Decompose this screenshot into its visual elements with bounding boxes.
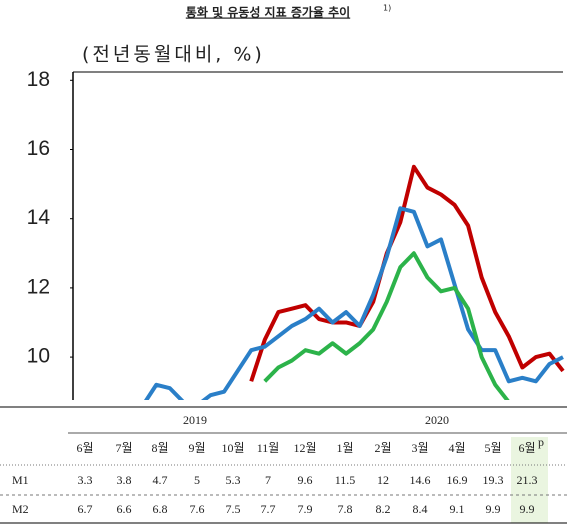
cell-value: 9.6 (298, 473, 313, 487)
cell-value: 11.5 (335, 473, 356, 487)
cell-value: 7 (265, 473, 271, 487)
highlight-column (511, 437, 548, 523)
cell-value: 4.7 (153, 473, 168, 487)
cell-value: 7.8 (338, 502, 353, 516)
month-header: 10월 (221, 441, 244, 455)
cell-value: 12 (377, 473, 389, 487)
cell-value: 9.9 (486, 502, 501, 516)
series-line (249, 164, 565, 382)
year-label: 2020 (425, 413, 449, 427)
y-tick-label: 18 (27, 68, 50, 91)
month-header: 3월 (411, 441, 428, 455)
series-line (144, 206, 564, 400)
cell-value: 5 (194, 473, 200, 487)
cell-value: 6.8 (153, 502, 168, 516)
year-label: 2019 (183, 413, 207, 427)
y-tick-label: 14 (27, 206, 51, 229)
cell-value: 9.9 (520, 502, 535, 516)
cell-value: 16.9 (447, 473, 468, 487)
row-label: M1 (12, 473, 29, 487)
cell-value: 3.3 (78, 473, 93, 487)
month-header: 5월 (484, 441, 501, 455)
row-label: M2 (12, 502, 29, 516)
cell-value: 8.4 (413, 502, 428, 516)
cell-value: 14.6 (410, 473, 431, 487)
cell-value: 7.9 (298, 502, 313, 516)
month-header: 2월 (374, 441, 391, 455)
month-header: 6월 (518, 441, 535, 455)
month-note: p (538, 435, 544, 449)
cell-value: 21.3 (517, 473, 538, 487)
month-header: 4월 (448, 441, 465, 455)
month-header: 7월 (115, 441, 132, 455)
cell-value: 7.5 (226, 502, 241, 516)
subtitle: (전년동월대비, %) (82, 44, 265, 66)
cell-value: 5.3 (226, 473, 241, 487)
month-header: 1월 (336, 441, 353, 455)
y-tick-label: 16 (27, 137, 50, 160)
month-header: 9월 (188, 441, 205, 455)
cell-value: 6.6 (117, 502, 132, 516)
cell-value: 9.1 (450, 502, 465, 516)
chart-title: 통화 및 유동성 지표 증가율 추이 (186, 5, 350, 20)
cell-value: 7.7 (261, 502, 276, 516)
cell-value: 7.6 (190, 502, 205, 516)
series-line (263, 251, 510, 400)
month-header: 11월 (257, 441, 280, 455)
cell-value: 3.8 (117, 473, 132, 487)
title-note: 1) (383, 4, 391, 13)
y-tick-label: 10 (27, 345, 50, 368)
month-header: 12월 (293, 441, 316, 455)
cell-value: 8.2 (376, 502, 391, 516)
cell-value: 19.3 (483, 473, 504, 487)
plot-area (144, 164, 565, 400)
month-header: 6월 (76, 441, 93, 455)
y-tick-label: 12 (27, 275, 50, 298)
cell-value: 6.7 (78, 502, 93, 516)
month-header: 8월 (151, 441, 168, 455)
